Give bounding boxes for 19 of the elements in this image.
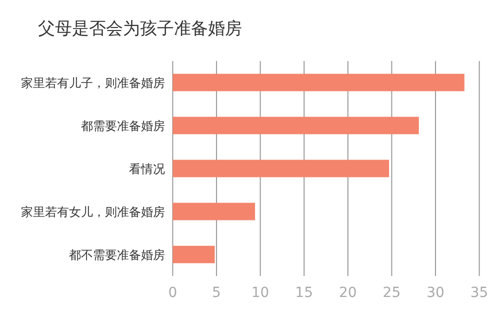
x-tick-label: 10: [251, 285, 270, 301]
y-tick-label: 都需要准备婚房: [81, 119, 165, 133]
chart-title: 父母是否会为孩子准备婚房: [38, 19, 242, 39]
y-tick-label: 看情况: [129, 162, 165, 176]
x-tick-label: 20: [338, 285, 357, 301]
bar: [172, 246, 215, 264]
x-tick-label: 5: [212, 285, 221, 301]
y-tick-label: 都不需要准备婚房: [69, 248, 165, 262]
bar: [172, 160, 390, 178]
x-tick-label: 25: [382, 285, 401, 301]
x-tick-label: 35: [470, 285, 488, 301]
bar: [172, 116, 419, 134]
x-tick-label: 30: [426, 285, 444, 301]
bar: [172, 74, 464, 92]
x-tick-label: 15: [295, 285, 314, 301]
y-tick-label: 家里若有女儿，则准备婚房: [21, 205, 165, 219]
x-tick-label: 0: [168, 285, 178, 301]
bar: [172, 202, 256, 220]
y-tick-label: 家里若有儿子，则准备婚房: [21, 76, 165, 90]
